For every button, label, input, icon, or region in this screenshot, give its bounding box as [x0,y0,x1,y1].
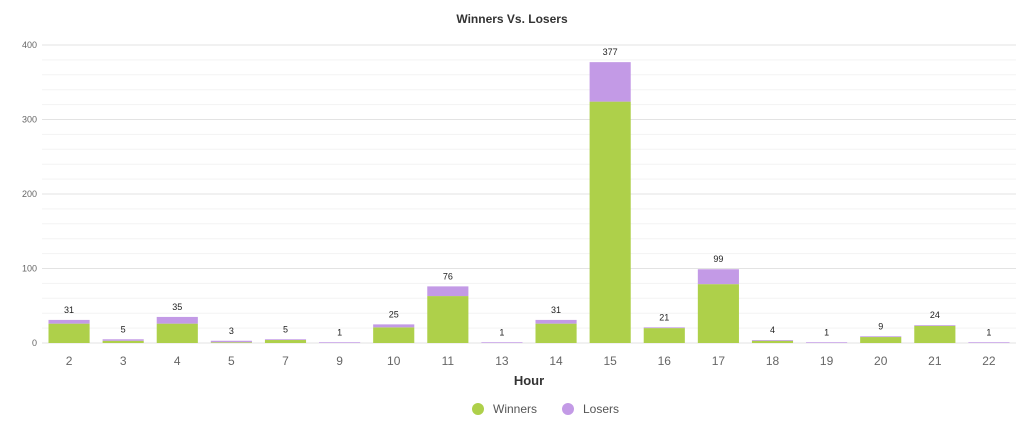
data-label-9: 1 [337,327,342,337]
x-tick-label: 18 [766,354,780,368]
data-label-14: 31 [551,305,561,315]
x-tick-label: 7 [282,354,289,368]
data-label-11: 76 [443,271,453,281]
bar-winners-11[interactable] [427,296,469,343]
data-label-19: 1 [824,327,829,337]
bar-losers-2[interactable] [48,319,90,324]
data-label-7: 5 [283,324,288,334]
bar-winners-10[interactable] [373,327,415,343]
legend: Winners Losers [472,402,619,416]
bar-winners-7[interactable] [264,340,307,343]
x-tick-label: 21 [928,354,942,368]
data-label-16: 21 [659,312,669,322]
x-tick-label: 19 [820,354,834,368]
bar-losers-22[interactable] [968,342,1010,343]
data-label-4: 35 [172,302,182,312]
x-tick-label: 16 [658,354,672,368]
bar-winners-2[interactable] [48,323,90,343]
bar-winners-16[interactable] [643,328,685,343]
y-tick-label: 400 [22,40,37,50]
legend-label: Winners [493,402,537,416]
data-label-3: 5 [121,324,126,334]
legend-label: Losers [583,402,619,416]
legend-marker [472,403,484,415]
bar-losers-18[interactable] [751,340,794,341]
bar-winners-3[interactable] [102,340,144,343]
data-label-21: 24 [930,310,940,320]
data-label-15: 377 [603,47,618,57]
bar-winners-4[interactable] [156,323,198,343]
y-tick-label: 200 [22,189,37,199]
x-tick-label: 10 [387,354,401,368]
x-axis-title: Hour [514,373,544,388]
data-label-2: 31 [64,305,74,315]
x-tick-label: 4 [174,354,181,368]
bar-losers-17[interactable] [697,269,739,285]
x-tick-label: 15 [603,354,617,368]
legend-marker [562,403,574,415]
x-tick-label: 3 [120,354,127,368]
x-tick-label: 11 [442,354,455,368]
data-label-10: 25 [389,309,399,319]
bar-losers-19[interactable] [806,342,848,343]
y-tick-label: 0 [32,338,37,348]
bar-losers-20[interactable] [860,336,902,338]
x-tick-label: 5 [228,354,235,368]
bar-winners-18[interactable] [751,340,794,343]
bar-losers-3[interactable] [102,339,144,341]
x-tick-label: 13 [495,354,509,368]
x-axis: 2 3 4 5 7 9 10 11 13 14 15 16 17 18 19 20 21 22 [66,354,996,368]
x-tick-label: 2 [66,354,73,368]
bar-winners-15[interactable] [589,101,631,344]
bar-losers-14[interactable] [535,319,577,324]
bar-losers-15[interactable] [589,62,631,102]
chart-title: Winners Vs. Losers [456,12,568,26]
y-tick-label: 100 [22,264,37,274]
bar-winners-5[interactable] [210,342,252,343]
bar-losers-7[interactable] [264,339,307,341]
x-tick-label: 17 [712,354,726,368]
x-tick-label: 9 [336,354,343,368]
x-tick-label: 14 [549,354,563,368]
data-label-13: 1 [499,327,504,337]
data-label-17: 99 [713,254,723,264]
data-label-5: 3 [229,326,234,336]
bar-losers-4[interactable] [156,316,198,324]
bar-losers-11[interactable] [427,286,469,297]
legend-item-losers[interactable]: Losers [562,402,619,416]
bar-winners-14[interactable] [535,323,577,343]
grid-lines [42,44,1016,344]
bar-winners-17[interactable] [697,284,739,343]
x-tick-label: 20 [874,354,888,368]
y-axis: 0 100 200 300 400 [22,40,37,348]
bar-losers-16[interactable] [643,327,685,329]
bar-losers-10[interactable] [373,324,415,328]
bar-winners-21[interactable] [914,325,956,343]
legend-item-winners[interactable]: Winners [472,402,537,416]
data-label-18: 4 [770,325,775,335]
bar-losers-13[interactable] [481,342,523,343]
data-label-20: 9 [878,321,883,331]
y-tick-label: 300 [22,115,37,125]
bar-winners-20[interactable] [860,337,902,343]
bar-losers-21[interactable] [914,325,956,326]
x-tick-label: 22 [982,354,996,368]
bars [48,62,1010,344]
bar-losers-9[interactable] [319,342,361,343]
data-label-22: 1 [986,327,991,337]
bar-losers-5[interactable] [210,340,252,343]
